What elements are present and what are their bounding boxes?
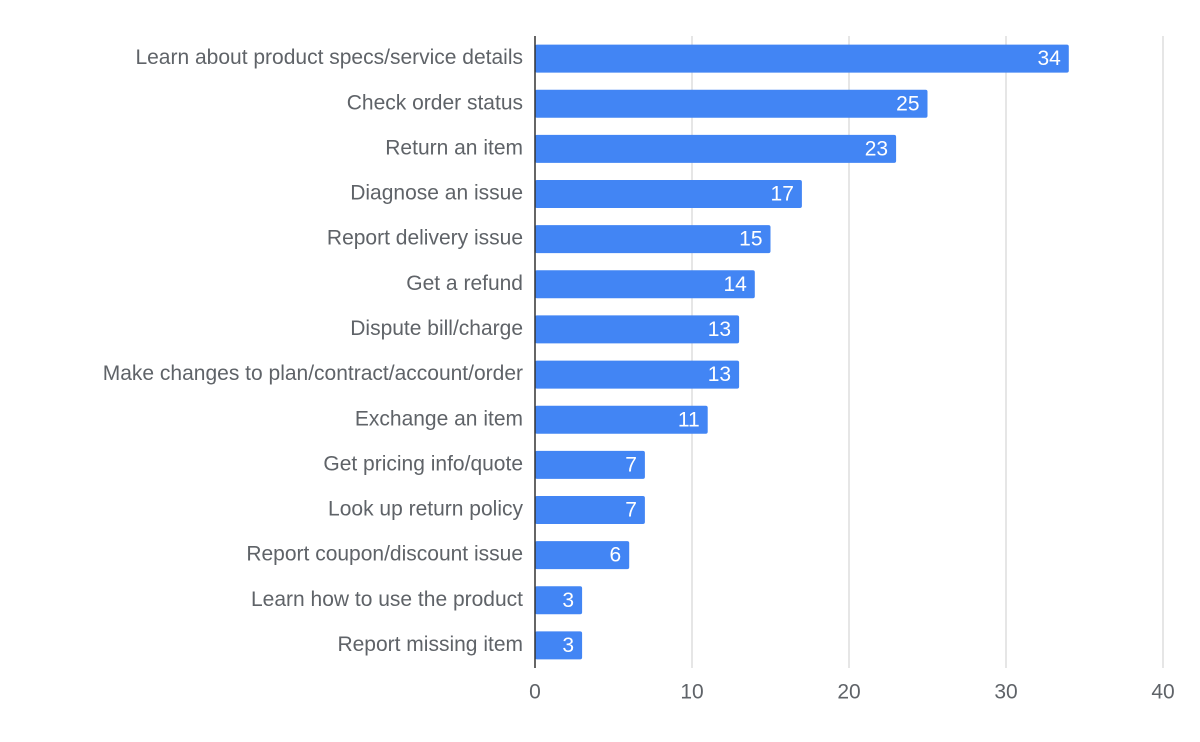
data-label: 7 [625, 499, 637, 522]
data-label: 13 [708, 318, 731, 341]
data-label: 3 [562, 589, 574, 612]
y-tick-label: Make changes to plan/contract/account/or… [103, 362, 523, 385]
bar [535, 631, 583, 660]
data-label: 25 [896, 92, 919, 115]
x-tick-label: 30 [994, 681, 1017, 704]
data-label: 17 [771, 183, 794, 206]
data-label: 23 [865, 137, 888, 160]
bar [535, 270, 755, 299]
y-tick-label: Return an item [385, 136, 523, 159]
y-tick-label: Dispute bill/charge [350, 317, 523, 340]
y-tick-label: Learn how to use the product [251, 588, 523, 611]
y-tick-label: Exchange an item [355, 407, 523, 430]
data-label: 15 [739, 228, 762, 251]
y-tick-label: Report missing item [337, 633, 523, 656]
bar [535, 360, 740, 389]
bar [535, 89, 928, 118]
x-tick-label: 10 [680, 681, 703, 704]
x-tick-label: 40 [1151, 681, 1174, 704]
data-label: 34 [1037, 47, 1061, 70]
data-label: 6 [610, 544, 622, 567]
bar [535, 541, 630, 570]
y-tick-label: Get a refund [406, 272, 523, 295]
y-tick-label: Look up return policy [328, 498, 523, 521]
bar [535, 180, 802, 208]
x-tick-label: 20 [837, 681, 860, 704]
data-label: 7 [625, 453, 637, 476]
data-label: 13 [708, 363, 731, 386]
bar [535, 496, 645, 524]
y-tick-label: Get pricing info/quote [323, 452, 523, 475]
data-label: 11 [678, 408, 700, 431]
bar [535, 134, 897, 163]
bar [535, 44, 1069, 73]
bar [535, 450, 645, 479]
y-tick-label: Diagnose an issue [350, 182, 523, 205]
y-tick-label: Report delivery issue [327, 227, 523, 250]
bar [535, 225, 771, 254]
bar [535, 405, 708, 434]
x-tick-label: 0 [529, 681, 541, 704]
y-tick-label: Report coupon/discount issue [246, 543, 523, 566]
data-label: 3 [562, 634, 574, 657]
y-tick-label: Learn about product specs/service detail… [135, 46, 523, 69]
bar [535, 586, 583, 615]
y-tick-label: Check order status [347, 91, 523, 114]
data-label: 14 [723, 273, 747, 296]
bar [535, 315, 740, 344]
